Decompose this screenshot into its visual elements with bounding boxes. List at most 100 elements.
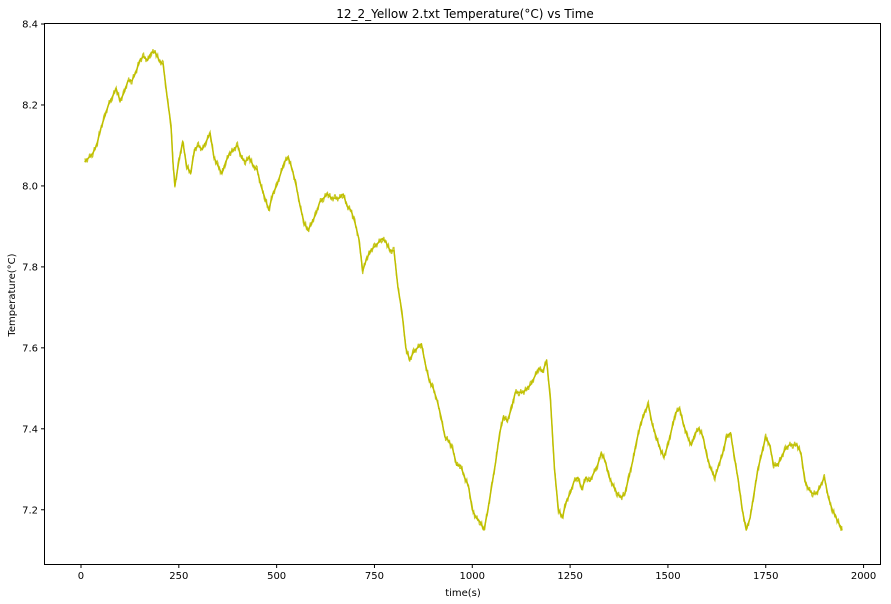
x-tick-label: 1000 [460,571,485,582]
data-point [726,436,728,438]
data-point [240,157,242,159]
data-point [440,416,442,418]
data-point [679,408,681,410]
data-point [166,96,168,98]
data-point [706,456,708,458]
data-point [172,161,174,163]
data-point [448,440,450,442]
data-point [796,444,798,446]
data-point [260,185,262,187]
data-point [698,428,700,430]
data-point [804,480,806,482]
data-point [248,157,250,159]
data-point [757,468,759,470]
x-tick-label: 1250 [557,571,582,582]
data-point [487,509,489,511]
data-point [100,128,102,130]
data-point [229,152,231,155]
data-point [405,347,407,349]
data-point [561,517,563,519]
y-tick-label: 7.4 [22,424,38,435]
data-point [244,161,246,163]
data-point [381,237,383,240]
data-point [788,444,790,446]
data-point [491,484,493,487]
x-tick-label: 250 [169,571,188,582]
data-point [115,88,117,90]
data-point [671,428,673,430]
data-point [303,221,305,223]
data-point [444,436,446,438]
data-point [209,132,211,134]
data-point [111,96,113,98]
data-point [839,525,841,527]
data-point [107,104,109,106]
data-point [475,517,477,519]
data-point [667,444,669,446]
data-point [831,509,833,511]
data-point [182,140,184,142]
data-point [291,169,293,171]
data-point [233,148,235,151]
data-point [773,464,775,466]
data-point [506,420,509,422]
data-point [495,460,497,462]
data-point [358,237,360,240]
series-layer [84,48,843,531]
x-tick-label: 1500 [655,571,680,582]
data-point [178,161,180,163]
data-point [201,148,203,151]
data-point [710,468,712,470]
data-point [636,440,638,442]
data-point [749,517,751,519]
data-point [424,363,426,365]
data-point [483,529,485,531]
data-point [827,497,830,499]
data-point [197,144,199,146]
data-point [221,173,223,175]
data-point [530,383,532,385]
data-point [436,399,438,402]
data-point [315,213,317,215]
data-point [835,517,837,519]
data-point [800,452,802,454]
data-point [553,468,556,470]
data-point [280,173,282,175]
y-tick-label: 7.6 [22,343,38,354]
data-point [146,59,149,62]
data-point [780,456,783,458]
data-point [272,193,274,195]
data-point [534,375,536,377]
data-point [503,416,505,418]
data-point [154,51,156,53]
data-point [256,169,258,171]
data-point [655,436,657,438]
x-axis: 0 250 500 750 1000 1250 1500 1750 2000 [78,564,876,582]
data-point [600,452,603,454]
data-point [174,185,176,187]
data-point [729,432,732,434]
data-point [276,185,278,187]
data-point [319,201,321,203]
data-point [765,436,767,438]
data-point [694,432,696,434]
data-point [823,476,826,478]
data-point [581,488,583,491]
data-point [385,242,387,244]
data-point [139,59,141,62]
data-point [741,509,743,511]
data-point [416,347,419,349]
data-point [565,501,567,503]
data-point [96,144,98,146]
data-point [330,197,332,199]
data-point [761,452,763,454]
data-point [776,464,779,466]
data-point [526,387,528,389]
data-point [413,351,415,353]
data-point [350,209,352,211]
data-point [428,379,430,381]
data-point [612,484,614,487]
data-point [452,448,454,450]
data-point [369,250,372,252]
